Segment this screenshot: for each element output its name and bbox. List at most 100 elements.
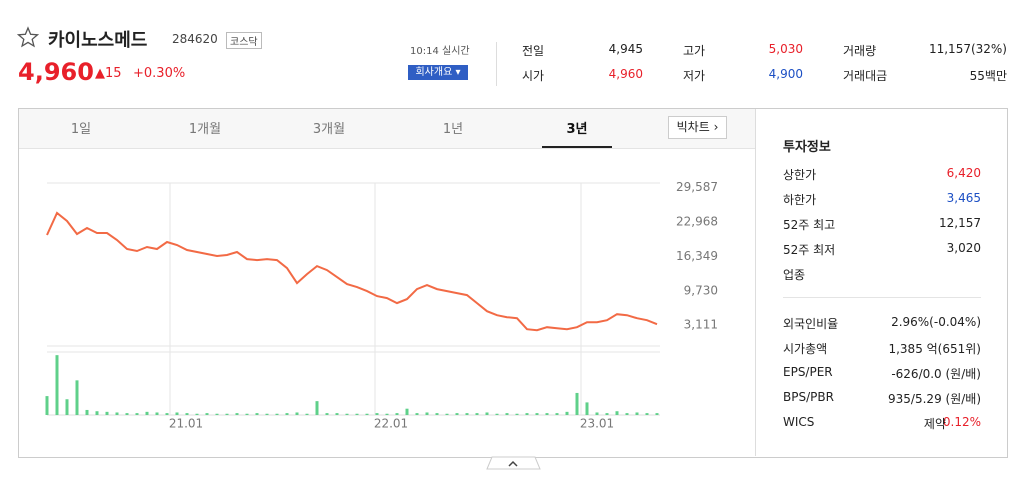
volume-bar: [195, 413, 199, 415]
invest-label: 외국인비율: [783, 317, 839, 331]
volume-bar: [255, 413, 259, 415]
volume-bar: [345, 413, 349, 415]
big-chart-button[interactable]: 빅차트 ›: [668, 116, 727, 139]
volume-bar: [125, 413, 129, 415]
y-tick-label: 22,968: [676, 215, 718, 229]
invest-value: 제약: [923, 417, 946, 431]
quote-value: 11,157(32%): [928, 42, 1007, 56]
volume-bar: [575, 392, 579, 415]
volume-bar: [505, 413, 509, 415]
volume-bar: [615, 411, 619, 415]
invest-label: BPS/PBR: [783, 390, 834, 404]
volume-bar: [365, 413, 369, 415]
divider: [783, 297, 981, 298]
quote-value: 4,900: [768, 67, 803, 81]
volume-bar: [335, 413, 339, 415]
quote-label: 시가: [522, 69, 545, 83]
invest-value: 12,157: [939, 216, 981, 230]
volume-bar: [95, 411, 99, 415]
volume-bar: [45, 396, 49, 415]
volume-bar: [65, 399, 69, 415]
volume-bar: [455, 413, 459, 415]
price-line: [46, 211, 658, 332]
volume-bar: [395, 413, 399, 415]
quote-value: 55백만: [969, 69, 1007, 83]
invest-label: 상한가: [783, 168, 817, 182]
volume-bar: [465, 413, 469, 415]
invest-value: 935/5.29 (원/배): [888, 392, 981, 406]
volume-bar: [375, 413, 379, 415]
volume-bar: [445, 413, 449, 415]
volume-bar: [385, 413, 389, 415]
invest-value: 2.96%(-0.04%): [891, 315, 981, 329]
volume-bar: [175, 412, 179, 415]
quote-value: 5,030: [768, 42, 803, 56]
y-tick-label: 29,587: [676, 180, 718, 194]
favorite-star[interactable]: [17, 26, 39, 48]
company-button-label: 회사개요: [415, 67, 453, 78]
volume-bar: [645, 413, 649, 415]
invest-value: -626/0.0 (원/배): [891, 367, 981, 381]
invest-label: WICS: [783, 415, 815, 429]
company-button[interactable]: 회사개요 ▾: [408, 65, 468, 80]
market-badge: 코스닥: [226, 32, 262, 49]
tab-active[interactable]: 3년: [566, 122, 588, 137]
volume-bar: [435, 413, 439, 415]
invest-label: 업종: [783, 268, 806, 282]
volume-bar: [485, 412, 489, 415]
tab[interactable]: 3개월: [312, 122, 346, 137]
volume-bar: [305, 413, 309, 415]
volume-bar: [205, 413, 209, 415]
invest-value: 0.12%: [942, 415, 981, 429]
y-tick-label: 16,349: [676, 249, 718, 263]
invest-label: 시가총액: [783, 342, 828, 356]
volume-bar: [235, 413, 239, 415]
tab-bar: [19, 109, 755, 149]
volume-bar: [325, 413, 329, 415]
volume-bar: [145, 411, 149, 415]
quote-label: 고가: [683, 44, 706, 58]
volume-bar: [595, 412, 599, 415]
volume-bar: [635, 412, 639, 415]
y-tick-label: 3,111: [684, 318, 718, 332]
invest-value: 6,420: [946, 166, 981, 180]
invest-title: 투자정보: [783, 140, 831, 155]
stock-code: 284620: [172, 32, 218, 46]
volume-bar: [295, 412, 299, 415]
volume-bar: [285, 413, 289, 415]
volume-bar: [265, 413, 269, 415]
volume-bar: [475, 413, 479, 415]
tab[interactable]: 1개월: [188, 122, 222, 137]
volume-bar: [525, 413, 529, 415]
update-time: 10:14 실시간: [410, 46, 470, 57]
volume-bar: [135, 413, 139, 415]
volume-bar: [275, 413, 279, 415]
volume-bar: [555, 413, 559, 415]
quote-label: 거래대금: [843, 69, 888, 83]
stock-name: 카이노스메드: [48, 30, 148, 51]
volume-bar: [515, 413, 519, 415]
volume-bar: [55, 355, 59, 415]
volume-bar: [425, 412, 429, 415]
volume-bar: [585, 402, 589, 415]
volume-bar: [535, 413, 539, 415]
price-change: ▲15: [95, 66, 122, 81]
invest-label: 52주 최저: [783, 243, 836, 257]
volume-bar: [185, 413, 189, 415]
x-tick-label: 22.01: [374, 417, 408, 431]
volume-bar: [495, 413, 499, 415]
divider: [496, 42, 497, 86]
tab[interactable]: 1일: [70, 122, 92, 137]
volume-bar: [655, 413, 659, 415]
quote-label: 전일: [522, 44, 545, 58]
y-tick-label: 9,730: [684, 283, 718, 297]
volume-bar: [155, 412, 159, 415]
volume-bar: [165, 413, 169, 415]
volume-bar: [545, 413, 549, 415]
price: 4,960: [18, 58, 94, 86]
quote-label: 거래량: [843, 44, 877, 58]
invest-label: EPS/PER: [783, 365, 833, 379]
tab[interactable]: 1년: [442, 122, 464, 137]
divider: [755, 109, 756, 456]
